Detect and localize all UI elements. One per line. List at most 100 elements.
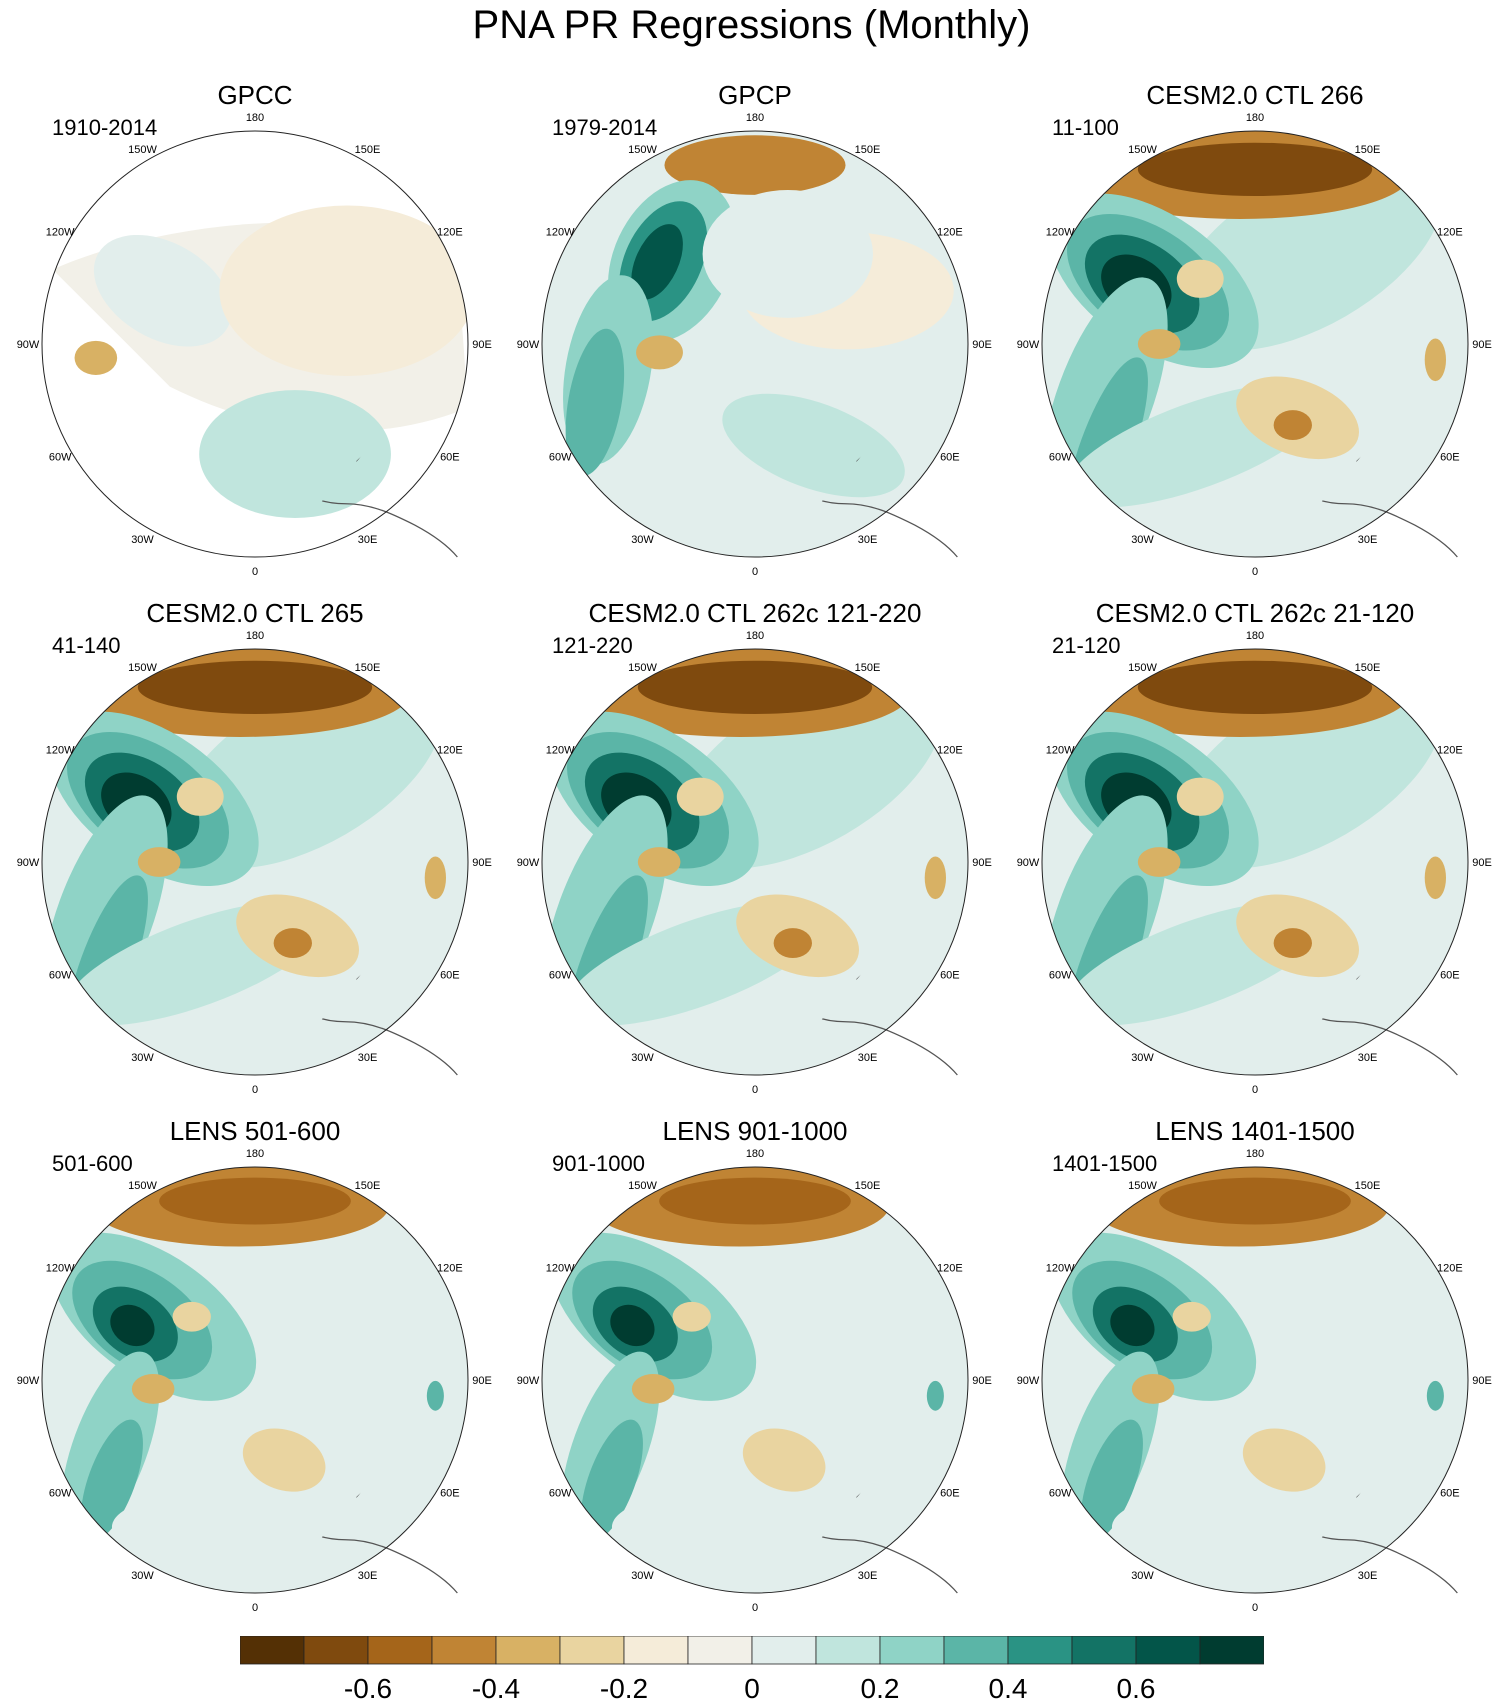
longitude-tick-label: 150W (628, 144, 657, 156)
longitude-tick-label: 180 (746, 1148, 764, 1160)
anomaly-contour (159, 1177, 351, 1225)
anomaly-contour (111, 1489, 347, 1565)
map-border (41, 648, 469, 1076)
panel-lens-901-1000: 180 150E 120E 90E 60E 30E 0 30W 60W 90W 120W 150W L… (515, 1114, 995, 1614)
longitude-tick-label: 150E (855, 662, 881, 674)
longitude-tick-label: 150E (1355, 1180, 1381, 1192)
longitude-tick-label: 120W (546, 1263, 575, 1275)
longitude-tick-label: 180 (246, 630, 264, 642)
panel-period-label: 1910-2014 (52, 114, 158, 142)
longitude-tick-label: 90E (472, 1375, 492, 1387)
longitude-tick-label: 120E (937, 227, 963, 239)
colorbar-swatch (495, 1636, 561, 1665)
longitude-tick-label: 150W (628, 662, 657, 674)
colorbar-tick-label: -0.2 (600, 1673, 648, 1702)
longitude-tick-label: 30E (858, 1570, 878, 1582)
map-border (1041, 1166, 1469, 1594)
longitude-tick-label: 30W (1131, 534, 1154, 546)
longitude-tick-label: 30E (358, 1052, 378, 1064)
anomaly-contour (565, 328, 625, 476)
longitude-tick-label: 60W (49, 970, 72, 982)
anomaly-contour (722, 393, 905, 498)
longitude-tick-label: 90E (1472, 857, 1492, 869)
longitude-tick-label: 0 (1252, 1602, 1258, 1614)
longitude-tick-label: 180 (746, 112, 764, 124)
longitude-tick-label: 150W (128, 144, 157, 156)
anomaly-field (1042, 131, 1447, 539)
colorbar-swatch (815, 1636, 881, 1665)
panel-title: GPCC (217, 80, 293, 110)
longitude-tick-label: 90E (472, 339, 492, 351)
panel-cesm2-ctl-262c-21-120: 180 150E 120E 90E 60E 30E 0 30W 60W 90W 120W 150W C… (1015, 596, 1495, 1096)
anomaly-contour (1424, 338, 1447, 382)
longitude-tick-label: 30E (358, 1570, 378, 1582)
longitude-tick-label: 180 (1246, 112, 1264, 124)
anomaly-contour (273, 928, 312, 958)
anomaly-contour (176, 777, 224, 816)
longitude-tick-label: 60E (1440, 970, 1460, 982)
colorbar-swatch (687, 1636, 753, 1665)
anomaly-contour (1273, 928, 1312, 958)
panel-period-label: 41-140 (52, 632, 121, 660)
longitude-tick-label: 60E (440, 970, 460, 982)
panel-title: CESM2.0 CTL 262c 121-220 (588, 598, 922, 628)
longitude-tick-label: 150E (1355, 144, 1381, 156)
anomaly-contour (637, 847, 681, 877)
panel-gpcp: 180 150E 120E 90E 60E 30E 0 30W 60W 90W 120W 150W G… (515, 78, 995, 578)
longitude-tick-label: 120W (1046, 745, 1075, 757)
anomaly-contour (702, 190, 873, 318)
colorbar-tick-label: -0.6 (344, 1673, 392, 1702)
longitude-tick-label: 60E (940, 1488, 960, 1500)
colorbar-swatch (559, 1636, 625, 1665)
longitude-tick-label: 90W (17, 1375, 40, 1387)
longitude-tick-label: 60E (440, 1488, 460, 1500)
longitude-tick-label: 0 (252, 1602, 258, 1614)
anomaly-contour (924, 856, 947, 900)
colorbar-swatch (751, 1636, 817, 1665)
anomaly-contour (137, 847, 181, 877)
longitude-tick-label: 30W (1131, 1570, 1154, 1582)
longitude-tick-label: 30E (1358, 534, 1378, 546)
panel-gpcc: 180 150E 120E 90E 60E 30E 0 30W 60W 90W 120W 150W G… (15, 78, 495, 578)
longitude-tick-label: 60E (940, 970, 960, 982)
anomaly-contour (1176, 259, 1224, 298)
longitude-tick-label: 180 (746, 630, 764, 642)
panel-title: LENS 501-600 (169, 1116, 341, 1146)
anomaly-contour (636, 335, 683, 370)
colorbar-swatch (1071, 1636, 1137, 1665)
longitude-tick-label: 60E (440, 452, 460, 464)
longitude-tick-label: 30W (131, 534, 154, 546)
polar-map: 180 150E 120E 90E 60E 30E 0 30W 60W 90W 120W 150W (1017, 630, 1492, 1096)
anomaly-contour (199, 390, 391, 518)
anomaly-contour (80, 1419, 143, 1541)
longitude-tick-label: 60W (1049, 1488, 1072, 1500)
anomaly-contour (426, 1380, 444, 1411)
anomaly-contour (676, 777, 724, 816)
longitude-tick-label: 150E (355, 144, 381, 156)
longitude-tick-label: 150W (1128, 1180, 1157, 1192)
anomaly-contour (1137, 329, 1181, 359)
colorbar: -0.6 -0.4 -0.2 0 0.2 0.4 0.6 (240, 1636, 1264, 1702)
longitude-tick-label: 60W (49, 1488, 72, 1500)
longitude-tick-label: 90W (1017, 857, 1040, 869)
longitude-tick-label: 180 (1246, 1148, 1264, 1160)
longitude-tick-label: 30W (631, 1570, 654, 1582)
polar-map: 180 150E 120E 90E 60E 30E 0 30W 60W 90W 120W 150W (1017, 112, 1492, 578)
polar-map: 180 150E 120E 90E 60E 30E 0 30W 60W 90W 120W 150W (517, 1148, 992, 1614)
longitude-tick-label: 0 (252, 566, 258, 578)
map-border (1041, 648, 1469, 1076)
longitude-tick-label: 30E (1358, 1052, 1378, 1064)
colorbar-swatch (879, 1636, 945, 1665)
longitude-tick-label: 150W (128, 662, 157, 674)
colorbar-swatch (431, 1636, 497, 1665)
longitude-tick-label: 0 (752, 1084, 758, 1096)
longitude-tick-label: 90E (972, 339, 992, 351)
longitude-tick-label: 60E (940, 452, 960, 464)
colorbar-swatch (1007, 1636, 1073, 1665)
longitude-tick-label: 60E (1440, 1488, 1460, 1500)
anomaly-contour (1176, 777, 1224, 816)
map-border (1041, 130, 1469, 558)
panel-cesm2-ctl-262c-121-220: 180 150E 120E 90E 60E 30E 0 30W 60W 90W 120W 150W C… (515, 596, 995, 1096)
longitude-tick-label: 120W (546, 745, 575, 757)
longitude-tick-label: 120E (437, 227, 463, 239)
